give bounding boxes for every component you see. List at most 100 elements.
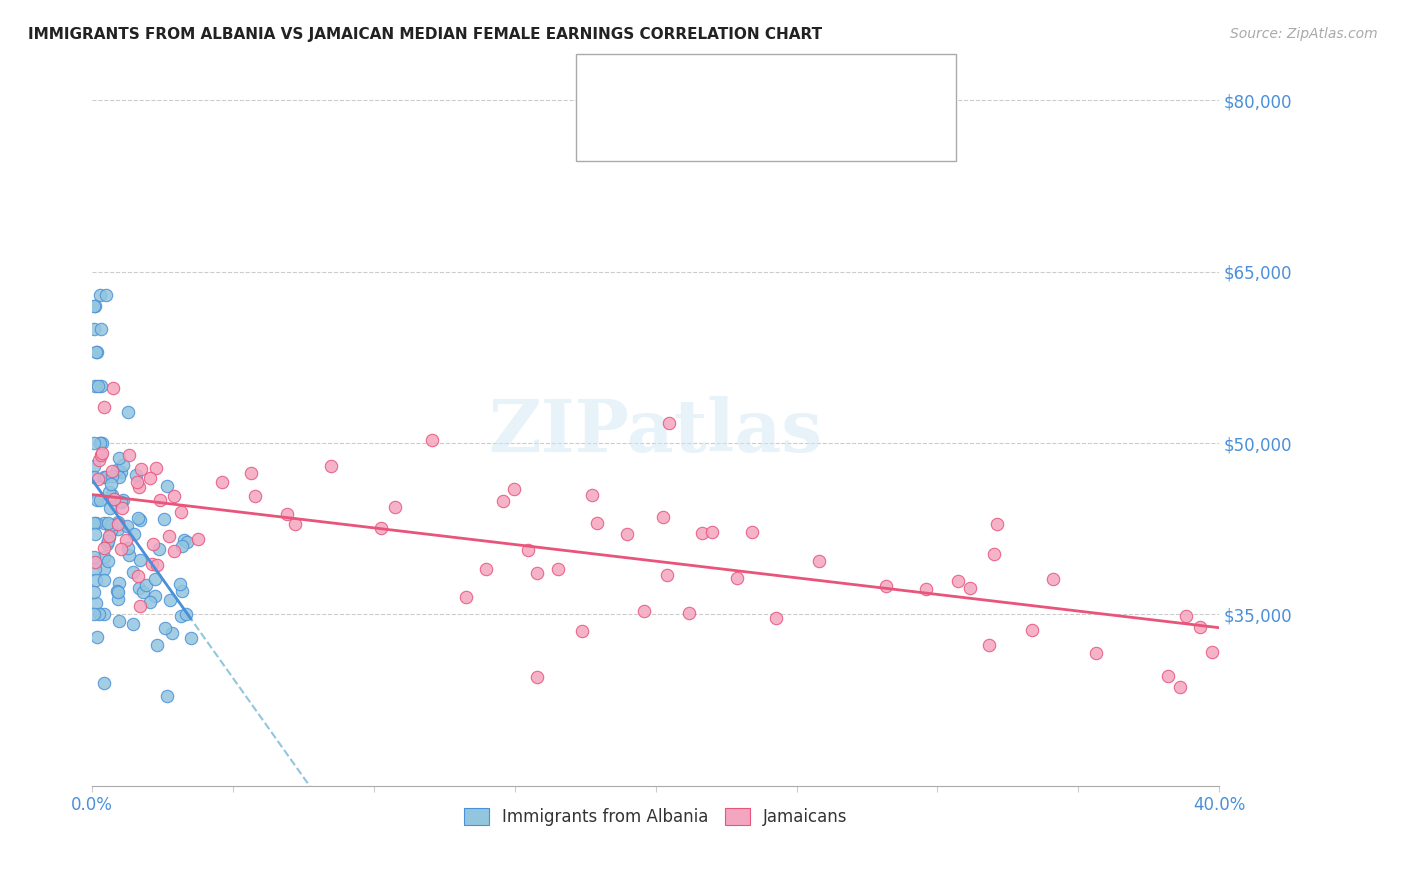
Point	[319, 459, 342, 474]
Point	[103, 491, 125, 506]
Point	[96, 536, 118, 550]
Point	[107, 522, 129, 536]
Point	[157, 529, 180, 543]
Point	[107, 515, 129, 529]
Point	[180, 631, 202, 645]
Point	[89, 493, 111, 508]
Point	[110, 465, 132, 479]
Point	[89, 436, 111, 450]
Point	[84, 299, 107, 313]
Point	[1168, 680, 1191, 694]
Point	[112, 492, 135, 507]
Point	[86, 344, 108, 359]
Point	[93, 607, 115, 622]
Point	[142, 537, 165, 551]
Point	[915, 582, 938, 596]
Point	[384, 500, 406, 515]
Point	[741, 524, 763, 539]
Point	[148, 542, 170, 557]
Point	[163, 544, 186, 558]
Point	[129, 599, 152, 614]
Point	[765, 611, 787, 625]
Point	[156, 479, 179, 493]
Point	[153, 621, 176, 635]
Point	[117, 548, 139, 562]
Point	[125, 467, 148, 482]
Point	[93, 470, 115, 484]
Point	[875, 579, 897, 593]
Point	[101, 488, 124, 502]
Point	[1189, 620, 1212, 634]
Point	[84, 573, 107, 587]
Point	[93, 550, 115, 565]
Point	[139, 471, 162, 485]
Text: ZIPatlas: ZIPatlas	[488, 396, 823, 467]
Point	[141, 558, 163, 572]
Point	[526, 670, 548, 684]
Point	[94, 470, 117, 484]
Point	[128, 480, 150, 494]
Point	[143, 572, 166, 586]
Point	[84, 516, 107, 530]
Point	[170, 584, 193, 599]
Point	[115, 533, 138, 547]
Point	[692, 525, 714, 540]
Point	[108, 576, 131, 591]
Point	[93, 573, 115, 587]
Point	[87, 472, 110, 486]
Point	[163, 490, 186, 504]
Point	[101, 469, 124, 483]
Point	[983, 547, 1005, 561]
Point	[110, 541, 132, 556]
Point	[176, 535, 198, 549]
Point	[89, 453, 111, 467]
Point	[128, 553, 150, 567]
Point	[98, 529, 121, 543]
Point	[107, 516, 129, 531]
Point	[107, 592, 129, 607]
Point	[83, 299, 105, 313]
Point	[93, 401, 115, 415]
Point	[422, 433, 444, 447]
Point	[655, 567, 678, 582]
Point	[1021, 623, 1043, 637]
Point	[93, 516, 115, 530]
Point	[83, 458, 105, 473]
Point	[503, 482, 526, 496]
Point	[959, 581, 981, 595]
Point	[90, 436, 112, 450]
Point	[146, 558, 169, 573]
Text: Source: ZipAtlas.com: Source: ZipAtlas.com	[1230, 27, 1378, 41]
Point	[725, 571, 748, 585]
Point	[633, 604, 655, 618]
Point	[129, 461, 152, 475]
Point	[492, 494, 515, 508]
Point	[94, 287, 117, 301]
Point	[162, 625, 184, 640]
Point	[276, 507, 298, 521]
Point	[170, 504, 193, 518]
Point	[90, 448, 112, 462]
Point	[83, 436, 105, 450]
Point	[86, 344, 108, 359]
Point	[145, 460, 167, 475]
Point	[132, 584, 155, 599]
Point	[159, 593, 181, 607]
Point	[100, 477, 122, 491]
Point	[84, 555, 107, 569]
Point	[90, 446, 112, 460]
Point	[100, 518, 122, 533]
Point	[84, 596, 107, 610]
Point	[89, 436, 111, 450]
Point	[700, 524, 723, 539]
Point	[1042, 573, 1064, 587]
Point	[107, 470, 129, 484]
Point	[90, 379, 112, 393]
Point	[152, 512, 174, 526]
Point	[239, 466, 262, 480]
Point	[1085, 646, 1108, 660]
Point	[97, 533, 120, 548]
Point	[83, 470, 105, 484]
Point	[169, 577, 191, 591]
Point	[83, 527, 105, 541]
